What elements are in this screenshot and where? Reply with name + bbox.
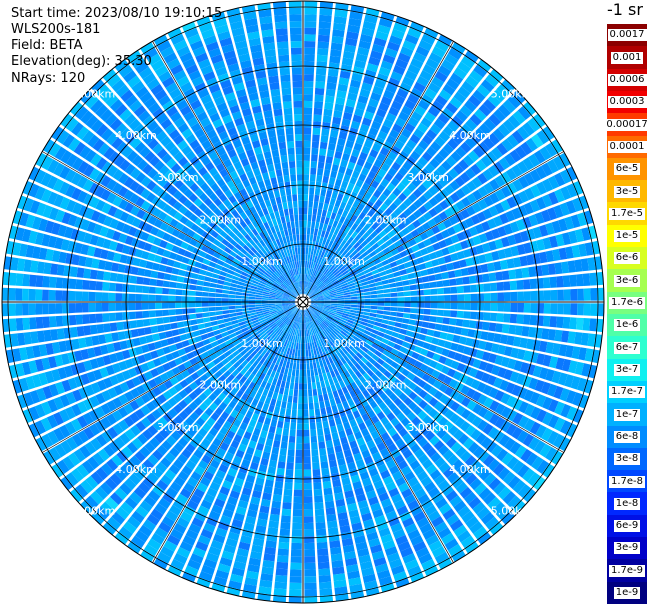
range-label: 5.00km: [74, 87, 116, 100]
colorbar-swatch: 1e-8: [607, 492, 647, 516]
elevation-label: Elevation(deg): 35.30: [11, 54, 152, 69]
colorbar-swatch: 6e-5: [607, 157, 647, 181]
nrays-label: NRays: 120: [11, 71, 86, 86]
colorbar-swatch: 0.0001: [607, 135, 647, 159]
colorbar-swatch: 0.0017: [607, 24, 647, 47]
range-label: 5.00km: [74, 505, 116, 518]
colorbar-tick-label: 1e-6: [613, 319, 641, 332]
colorbar-tick-label: 3e-9: [613, 542, 641, 555]
radar-center-marker: [297, 296, 309, 308]
range-label: 4.00km: [449, 463, 491, 476]
colorbar-tick-label: 1.7e-5: [608, 207, 646, 220]
colorbar-tick-label: 0.0017: [607, 29, 647, 42]
range-label: 1.00km: [323, 337, 365, 350]
instrument-label: WLS200s-181: [11, 22, 101, 37]
colorbar-tick-label: 6e-8: [613, 430, 641, 443]
colorbar-swatch: 3e-6: [607, 269, 647, 293]
range-label: 3.00km: [407, 171, 449, 184]
range-label: 1.00km: [241, 337, 283, 350]
range-label: 4.00km: [449, 129, 491, 142]
colorbar-swatch: 3e-8: [607, 447, 647, 471]
range-label: 2.00km: [200, 379, 242, 392]
range-label: 4.00km: [115, 463, 157, 476]
colorbar-swatch: 1.7e-6: [607, 291, 647, 315]
azimuth-spoke: [42, 151, 304, 303]
range-label: 3.00km: [157, 421, 199, 434]
azimuth-spoke: [302, 301, 564, 453]
colorbar-tick-label: 6e-9: [613, 520, 641, 533]
colorbar-tick-label: 0.00017: [604, 118, 647, 131]
colorbar-tick-label: 1.7e-9: [608, 564, 646, 577]
colorbar-tick-label: 1e-7: [613, 408, 641, 421]
colorbar-tick-label: 3e-6: [613, 274, 641, 287]
range-label: 1.00km: [323, 255, 365, 268]
colorbar-swatch: 0.001: [607, 46, 647, 70]
colorbar-swatch: 1.7e-5: [607, 202, 647, 226]
start-time-label: Start time: 2023/08/10 19:10:15: [11, 6, 223, 21]
colorbar-tick-label: 0.0006: [607, 74, 647, 86]
colorbar-tick-label: 6e-6: [613, 252, 641, 265]
colorbar-swatch: 6e-6: [607, 247, 647, 270]
colorbar-swatch: 3e-5: [607, 180, 647, 203]
colorbar-swatch: 6e-9: [607, 514, 647, 538]
range-label: 5.00km: [491, 87, 533, 100]
field-label: Field: BETA: [11, 38, 83, 53]
colorbar-tick-label: 6e-7: [613, 341, 641, 354]
colorbar: 0.0017 0.001 0.0006 0.0003 0.00017 0.0001 6e-5…: [604, 24, 647, 605]
azimuth-spoke: [152, 301, 304, 563]
colorbar-swatch: 1e-9: [607, 581, 647, 605]
colorbar-swatch: 6e-7: [607, 336, 647, 360]
colorbar-tick-label: 0.0003: [607, 96, 647, 109]
colorbar-tick-label: 1e-8: [613, 497, 641, 510]
colorbar-tick-label: 1e-9: [613, 587, 641, 600]
colorbar-tick-label: 1.7e-6: [608, 297, 646, 310]
azimuth-spokes: [2, 1, 604, 603]
ppi-rays: [2, 1, 604, 603]
colorbar-swatch: 3e-7: [607, 358, 647, 382]
range-label: 3.00km: [157, 171, 199, 184]
colorbar-tick-label: 3e-7: [613, 364, 641, 376]
range-label: 1.00km: [241, 255, 283, 268]
colorbar-tick-label: 0.0001: [607, 140, 647, 153]
colorbar-tick-label: 1.7e-7: [608, 386, 646, 399]
azimuth-spoke: [302, 151, 564, 303]
range-label: 3.00km: [407, 421, 449, 434]
colorbar-swatch: 1e-5: [607, 224, 647, 248]
azimuth-spoke: [302, 41, 454, 303]
colorbar-tick-label: 1.7e-8: [608, 475, 646, 488]
colorbar-swatch: 1e-7: [607, 403, 647, 427]
range-label: 2.00km: [365, 379, 407, 392]
azimuth-spoke: [42, 301, 304, 453]
ppi-scan-plot: 1.00km 1.00km 1.00km 1.00km 2.00km 2.00km 2.00…: [1, 0, 605, 604]
colorbar-swatch: 0.0006: [607, 68, 647, 92]
colorbar-title: -1 sr: [607, 0, 643, 19]
colorbar-swatch: 1.7e-8: [607, 470, 647, 493]
colorbar-swatch: 6e-8: [607, 425, 647, 449]
colorbar-swatch: 0.0003: [607, 90, 647, 114]
range-label: 5.00km: [491, 505, 533, 518]
colorbar-swatch: 3e-9: [607, 537, 647, 560]
range-labels: 1.00km 1.00km 1.00km 1.00km 2.00km 2.00km 2.00…: [74, 87, 533, 517]
colorbar-swatch: 1.7e-7: [607, 380, 647, 404]
colorbar-tick-label: 6e-5: [613, 163, 641, 176]
range-label: 2.00km: [200, 213, 242, 226]
range-label: 2.00km: [365, 213, 407, 226]
colorbar-tick-label: 3e-8: [613, 453, 641, 466]
colorbar-tick-label: 1e-5: [613, 230, 641, 243]
colorbar-tick-label: 3e-5: [613, 185, 641, 198]
colorbar-tick-label: 0.001: [610, 51, 644, 64]
range-label: 4.00km: [115, 129, 157, 142]
colorbar-swatch: 1e-6: [607, 314, 647, 337]
azimuth-spoke: [302, 301, 454, 563]
colorbar-swatch: 1.7e-9: [607, 559, 647, 583]
colorbar-swatch: 0.00017: [604, 113, 647, 137]
azimuth-spoke: [152, 41, 304, 303]
